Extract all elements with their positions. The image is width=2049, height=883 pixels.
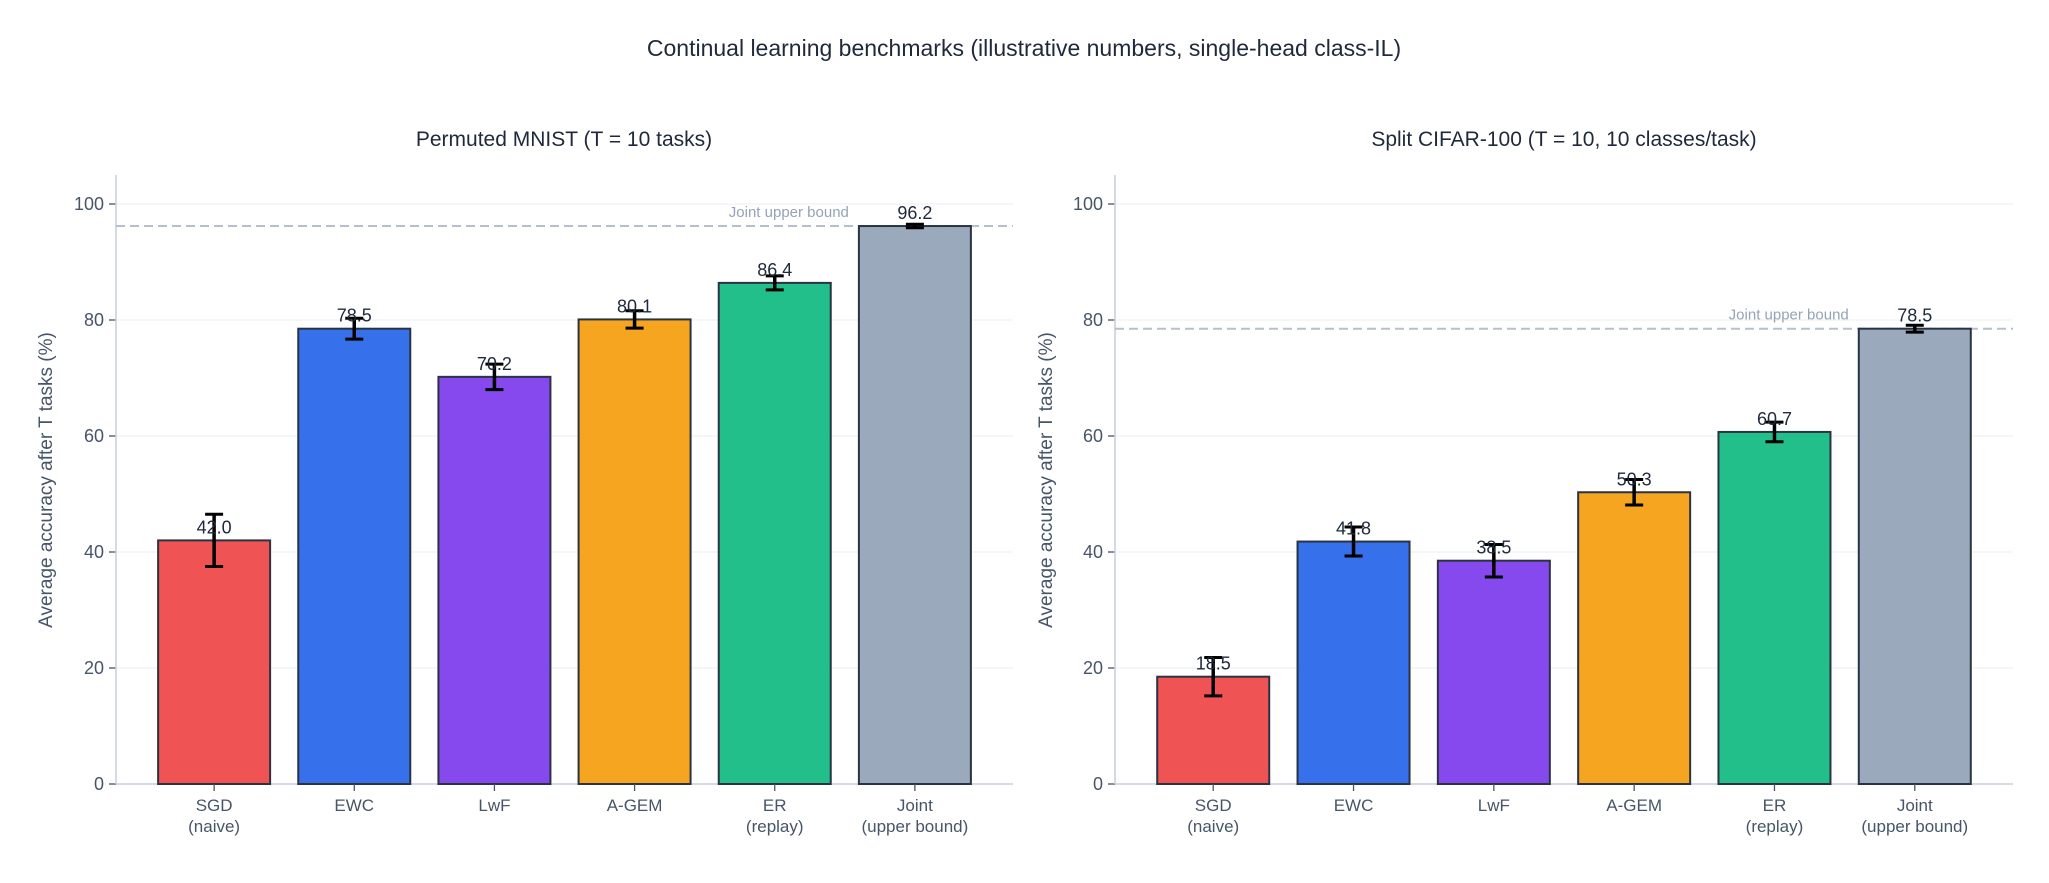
y-tick-label: 80: [1083, 310, 1103, 330]
data-label: 50.3: [1617, 469, 1652, 489]
bar-joint: [1857, 327, 1972, 785]
x-tick-label: LwF: [478, 796, 510, 815]
bar-joint: [857, 225, 972, 786]
x-tick-label: ER: [763, 796, 787, 815]
figure-title: Continual learning benchmarks (illustrat…: [647, 35, 1401, 61]
x-tick-label: ER: [1763, 796, 1787, 815]
y-tick-label: 60: [1083, 426, 1103, 446]
data-label: 38.5: [1476, 538, 1511, 558]
bar-a-gem: [1577, 491, 1692, 785]
x-tick-label: (upper bound): [861, 817, 968, 836]
bar-er: [1717, 430, 1832, 785]
y-tick-label: 20: [84, 658, 104, 678]
chart-permuted-mnist: Permuted MNIST (T = 10 tasks) Average ac…: [36, 128, 1013, 836]
x-tick-label: Joint: [1897, 796, 1933, 815]
y-tick-label: 0: [1093, 774, 1103, 794]
x-tick-label: A-GEM: [607, 796, 663, 815]
data-label: 60.7: [1757, 409, 1792, 429]
y-tick-label: 40: [1083, 542, 1103, 562]
reference-line-label: Joint upper bound: [1729, 307, 1849, 324]
y-tick-label: 100: [1073, 194, 1103, 214]
bar-er: [717, 281, 832, 785]
y-axis-label: Average accuracy after T tasks (%): [1036, 332, 1057, 628]
x-tick-label: (replay): [1746, 817, 1804, 836]
bar-sgd: [157, 539, 272, 786]
x-tick-label: SGD: [196, 796, 233, 815]
y-tick-label: 0: [94, 774, 104, 794]
bar-ewc: [297, 327, 412, 785]
data-label: 78.5: [1897, 306, 1932, 326]
x-tick-label: LwF: [1478, 796, 1510, 815]
y-tick-label: 100: [74, 194, 104, 214]
bar-lwf: [1436, 559, 1551, 786]
chart-title: Permuted MNIST (T = 10 tasks): [416, 128, 712, 151]
x-tick-label: Joint: [897, 796, 933, 815]
data-label: 80.1: [617, 296, 652, 316]
reference-line-label: Joint upper bound: [729, 204, 849, 221]
data-label: 42.0: [197, 517, 232, 537]
x-tick-label: (replay): [746, 817, 804, 836]
chart-split-cifar100: Split CIFAR-100 (T = 10, 10 classes/task…: [1036, 128, 2013, 836]
x-tick-label: (naive): [188, 817, 240, 836]
chart-title: Split CIFAR-100 (T = 10, 10 classes/task…: [1371, 128, 1756, 151]
y-tick-label: 60: [84, 426, 104, 446]
y-tick-label: 80: [84, 310, 104, 330]
data-label: 18.5: [1196, 654, 1231, 674]
bar-ewc: [1296, 540, 1411, 785]
data-label: 78.5: [337, 306, 372, 326]
x-tick-label: (upper bound): [1861, 817, 1968, 836]
x-tick-label: SGD: [1195, 796, 1232, 815]
data-label: 96.2: [897, 203, 932, 223]
x-tick-label: EWC: [1334, 796, 1374, 815]
data-label: 41.8: [1336, 519, 1371, 539]
data-label: 86.4: [757, 260, 792, 280]
bar-a-gem: [577, 318, 692, 785]
y-axis-label: Average accuracy after T tasks (%): [36, 332, 57, 628]
x-tick-label: EWC: [334, 796, 374, 815]
bar-lwf: [437, 375, 552, 785]
x-tick-label: A-GEM: [1606, 796, 1662, 815]
y-tick-label: 20: [1083, 658, 1103, 678]
data-label: 70.2: [477, 354, 512, 374]
x-tick-label: (naive): [1187, 817, 1239, 836]
y-tick-label: 40: [84, 542, 104, 562]
